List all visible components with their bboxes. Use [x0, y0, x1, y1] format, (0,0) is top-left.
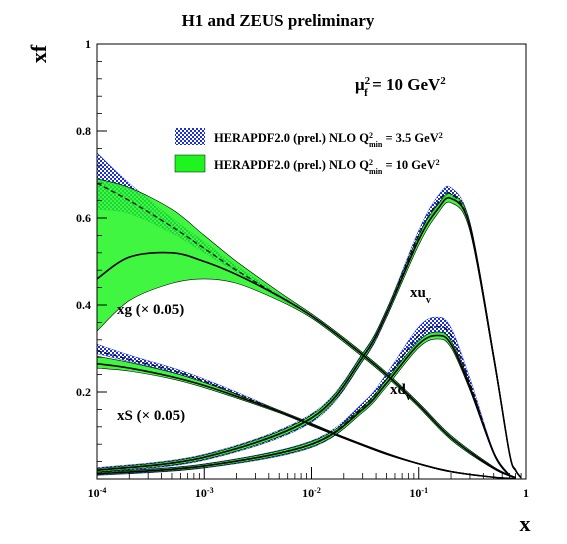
x-tick-label: 10-1	[409, 486, 428, 501]
line-q10-xs	[97, 362, 516, 479]
scale-annotation: μ2 f = 10 GeV2	[355, 75, 446, 99]
x-axis-label: x	[520, 511, 531, 536]
line-q35-xdv	[97, 326, 510, 476]
line-q10-xg	[97, 251, 516, 479]
band-q10-xdv	[97, 331, 510, 478]
band-q10-xg	[97, 178, 516, 479]
y-tick-label: 1	[85, 37, 91, 51]
x-tick-label: 10-2	[302, 486, 321, 501]
legend-swatch-q35	[175, 128, 205, 145]
legend-entry-q35: HERAPDF2.0 (prel.) NLO Q2 min = 3.5 GeV2	[214, 131, 443, 149]
y-tick-label: 0.8	[76, 124, 91, 138]
curve-label-xdv: xdv	[390, 382, 411, 403]
line-q10-xuv	[97, 196, 522, 479]
y-tick-label: 0.2	[76, 385, 91, 399]
legend: HERAPDF2.0 (prel.) NLO Q2 min = 3.5 GeV2 …	[174, 128, 443, 176]
legend-entry-q10: HERAPDF2.0 (prel.) NLO Q2 min = 10 GeV2	[214, 158, 440, 176]
curve-label-xs: xS (× 0.05)	[117, 408, 185, 424]
axis-ticks: 0.2 0.4 0.6 0.8 1 10-4 10-3 10-2 10-1 1	[76, 37, 529, 500]
chart-title: H1 and ZEUS preliminary	[182, 11, 375, 30]
x-tick-label: 1	[523, 486, 529, 500]
legend-swatch-q10	[174, 154, 206, 173]
bands-q10	[97, 178, 522, 479]
line-q10-xdv	[97, 334, 511, 477]
curve-label-xuv: xuv	[410, 285, 431, 306]
central-lines	[97, 182, 522, 479]
x-tick-label: 10-4	[88, 486, 107, 501]
y-tick-label: 0.4	[76, 298, 91, 312]
x-tick-label: 10-3	[195, 486, 214, 501]
y-tick-label: 0.6	[76, 211, 91, 225]
curve-label-xg: xg (× 0.05)	[117, 302, 184, 318]
y-axis-label: xf	[26, 44, 51, 63]
